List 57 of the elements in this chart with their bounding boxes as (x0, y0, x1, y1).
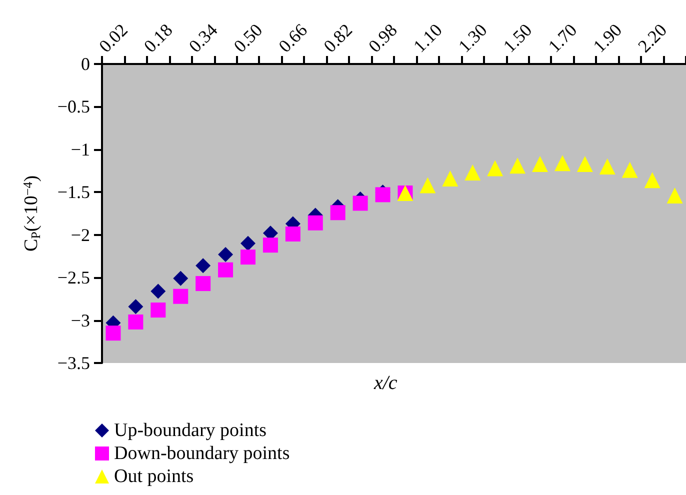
x-tick-label: 1.90 (589, 20, 626, 56)
x-tick-label: 0.82 (320, 20, 356, 56)
x-axis-title: x/c (373, 372, 398, 394)
y-tick-label: −2 (70, 224, 90, 245)
point (532, 156, 548, 172)
y-tick-label: −1 (70, 139, 90, 160)
point (128, 299, 144, 314)
point (666, 188, 683, 204)
point (352, 196, 368, 211)
point (128, 314, 144, 330)
x-tick-label: 0.50 (230, 20, 266, 56)
x-tick-label: 0.34 (184, 20, 222, 56)
point (150, 302, 166, 318)
y-tick-label: −1.5 (57, 182, 90, 202)
point (308, 215, 323, 230)
point (240, 250, 256, 265)
legend-label: Out points (114, 466, 194, 487)
point (106, 326, 121, 341)
legend-label: Down-boundary points (114, 443, 290, 464)
x-tick-label: 1.70 (544, 20, 581, 56)
point (487, 160, 504, 176)
point (330, 205, 346, 220)
y-tick-label: 0 (81, 54, 90, 74)
point (420, 177, 436, 194)
point (285, 226, 300, 242)
point (196, 258, 211, 274)
x-tick-label: 1.10 (409, 20, 446, 56)
point (173, 270, 188, 286)
point (218, 247, 234, 262)
y-tick-label: −3 (70, 310, 90, 330)
point (622, 162, 638, 178)
x-tick-label: 0.66 (274, 20, 312, 56)
y-tick-label: −2.5 (57, 268, 90, 288)
point (599, 158, 616, 175)
x-tick-label: 0.02 (95, 20, 132, 56)
legend-label: Up-boundary points (114, 420, 267, 441)
point (464, 164, 481, 180)
point (218, 262, 234, 278)
x-tick-label: 0.98 (364, 20, 401, 56)
point (510, 158, 526, 174)
y-tick-label: −3.5 (57, 353, 90, 373)
point (150, 284, 166, 299)
x-tick-label: 2.20 (634, 20, 671, 56)
point (375, 187, 390, 202)
point (644, 172, 660, 188)
point (442, 170, 458, 186)
y-axis-title: CP(×10−4) (20, 175, 43, 252)
point (240, 236, 256, 251)
point (196, 276, 211, 292)
point (576, 156, 593, 172)
x-tick-label: 1.30 (454, 20, 491, 56)
y-tick-label: −0.5 (57, 96, 90, 117)
x-tick-label: 0.18 (140, 20, 176, 56)
point (554, 155, 570, 172)
point (173, 288, 188, 304)
x-tick-label: 1.50 (499, 20, 536, 56)
point (262, 238, 278, 253)
